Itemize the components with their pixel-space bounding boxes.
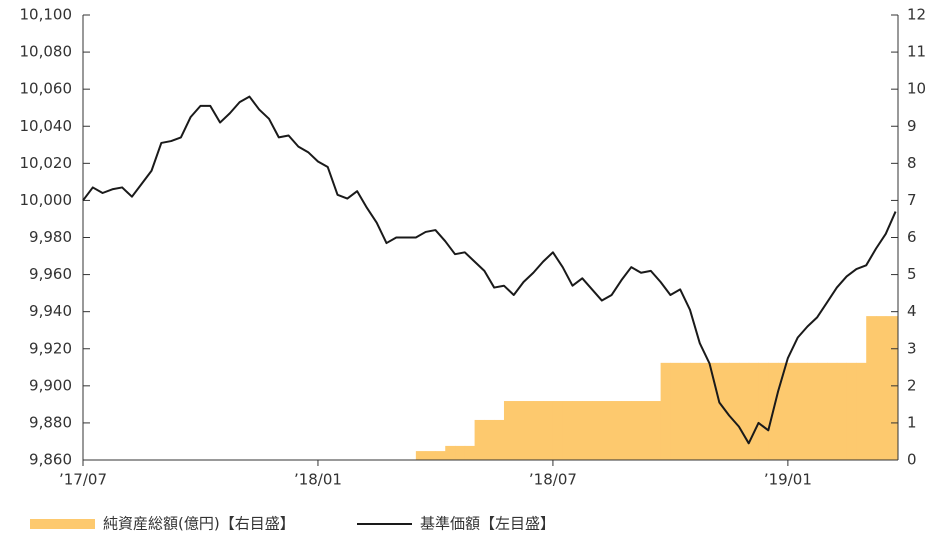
y-tick-label: 9,860 xyxy=(29,451,72,469)
y-tick-label: 9,880 xyxy=(29,413,72,431)
y2-tick-label: 3 xyxy=(907,339,917,357)
area-step xyxy=(455,445,466,460)
y-tick-label: 9,960 xyxy=(29,265,72,283)
y-tick-label: 9,980 xyxy=(29,228,72,246)
y2-tick-label: 4 xyxy=(907,302,917,320)
area-step xyxy=(729,362,740,460)
y2-tick-label: 11 xyxy=(907,43,926,61)
area-step xyxy=(425,451,436,460)
area-step xyxy=(641,401,652,460)
area-step xyxy=(827,362,838,460)
area-step xyxy=(572,401,583,460)
area-step xyxy=(836,362,848,460)
y2-tick-label: 7 xyxy=(907,191,917,209)
area-step xyxy=(562,401,573,460)
y-tick-label: 9,900 xyxy=(29,376,72,394)
area-step xyxy=(866,316,877,460)
area-step xyxy=(738,362,750,460)
line xyxy=(82,95,897,445)
area-step xyxy=(484,419,495,460)
area-step xyxy=(797,362,808,460)
area-step xyxy=(513,401,525,460)
y-tick-label: 10,080 xyxy=(20,43,73,61)
area-step xyxy=(895,316,899,460)
area-step xyxy=(503,401,515,460)
area-step xyxy=(601,401,613,460)
area-step xyxy=(846,362,857,460)
x-tick-label: ’19/01 xyxy=(764,471,812,489)
area-step xyxy=(709,362,720,460)
area-step xyxy=(885,316,897,460)
area-step xyxy=(778,362,789,460)
area-step xyxy=(699,362,711,460)
area-step xyxy=(552,401,564,460)
area-step xyxy=(719,362,730,460)
x-tick-label: ’18/07 xyxy=(529,471,577,489)
area-step xyxy=(445,445,456,460)
y2-tick-label: 12 xyxy=(907,6,926,24)
y-tick-label: 10,060 xyxy=(20,80,73,98)
y-tick-label: 10,100 xyxy=(20,6,73,24)
area-step xyxy=(856,362,867,460)
area-step xyxy=(875,316,887,460)
y2-tick-label: 2 xyxy=(907,376,917,394)
area-step xyxy=(611,401,622,460)
y2-tick-label: 0 xyxy=(907,451,917,469)
area-step xyxy=(543,401,554,460)
y-tick-label: 9,940 xyxy=(29,302,72,320)
area-step xyxy=(650,401,662,460)
legend-swatch xyxy=(30,519,95,529)
area-step xyxy=(689,362,701,460)
y-tick-label: 10,040 xyxy=(20,117,73,135)
area-step xyxy=(415,451,427,460)
y2-tick-label: 5 xyxy=(907,265,917,283)
y-tick-label: 9,920 xyxy=(29,339,72,357)
area-step xyxy=(680,362,691,460)
y2-tick-label: 8 xyxy=(907,154,917,172)
area-step xyxy=(631,401,642,460)
area-step xyxy=(670,362,681,460)
y-tick-label: 10,020 xyxy=(20,154,73,172)
area-step xyxy=(748,362,760,460)
area-layer xyxy=(415,316,899,460)
area-step xyxy=(474,419,485,460)
y2-tick-label: 6 xyxy=(907,228,917,246)
x-tick-label: ’17/07 xyxy=(59,471,107,489)
area-step xyxy=(435,451,446,460)
area-step xyxy=(660,362,671,460)
area-step xyxy=(582,401,593,460)
legend-label: 純資産総額(億円)【右目盛】 xyxy=(103,515,295,533)
x-tick-label: ’18/01 xyxy=(294,471,342,489)
area-step xyxy=(787,362,799,460)
area-step xyxy=(533,401,544,460)
y-tick-label: 10,000 xyxy=(20,191,73,209)
legend-label: 基準価額【左目盛】 xyxy=(420,515,555,533)
area-step xyxy=(817,362,828,460)
area-step xyxy=(758,362,769,460)
area-step xyxy=(464,445,476,460)
area-step xyxy=(523,401,534,460)
area-step xyxy=(621,401,632,460)
area-step xyxy=(494,419,505,460)
y2-tick-label: 9 xyxy=(907,117,917,135)
y2-tick-label: 1 xyxy=(907,413,917,431)
area-step xyxy=(807,362,818,460)
y2-tick-label: 10 xyxy=(907,80,926,98)
area-step xyxy=(592,401,603,460)
